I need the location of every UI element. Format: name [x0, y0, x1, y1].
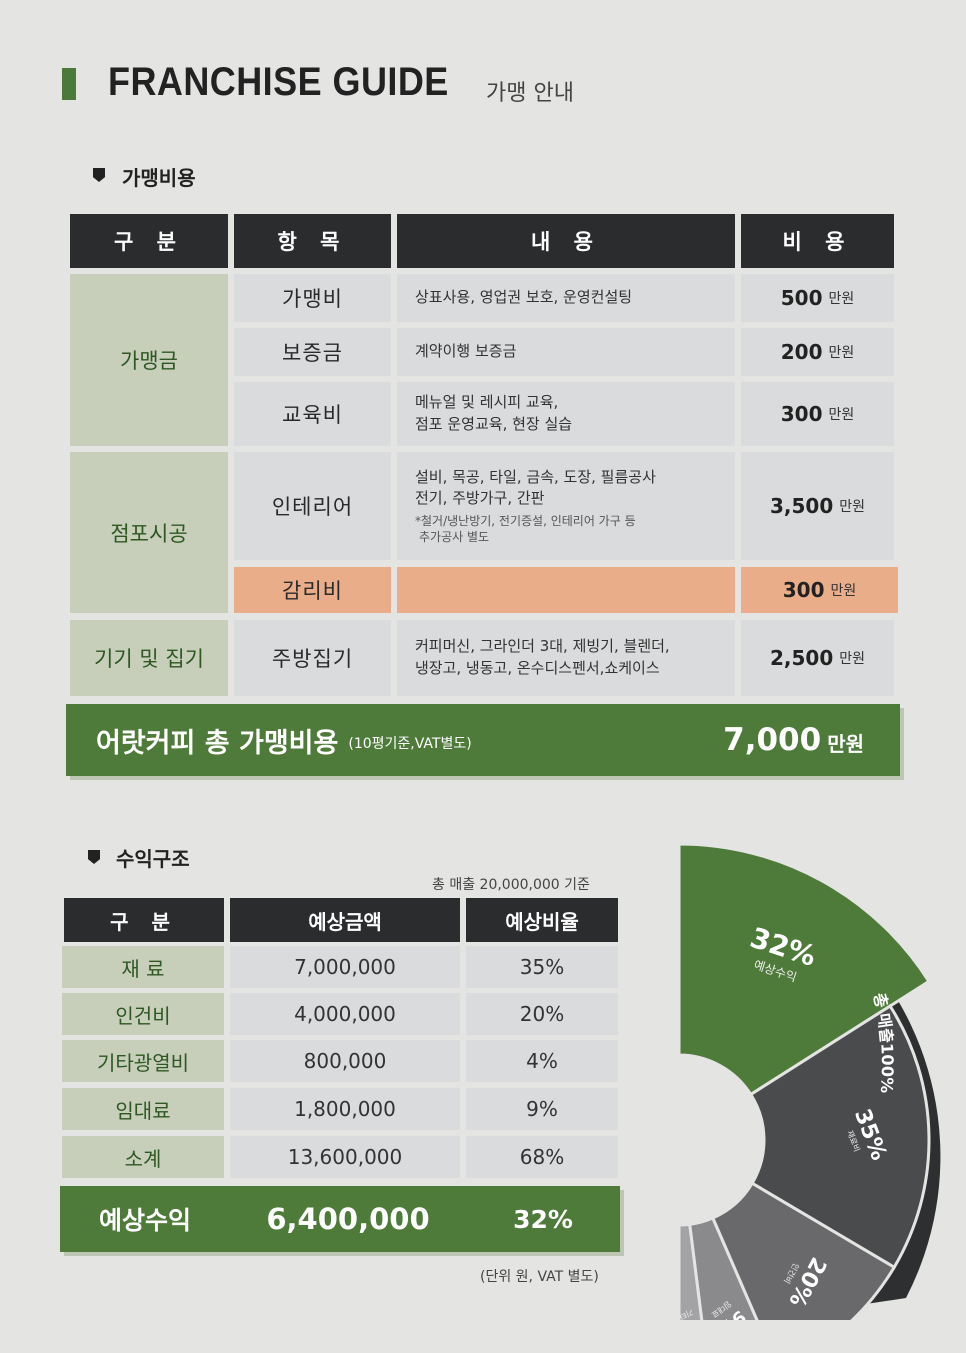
fee-cost-value: 2,500	[769, 646, 834, 670]
profit-ratio: 20%	[466, 993, 618, 1035]
total-fee-value: 7,000	[723, 722, 822, 758]
fee-content: 메뉴얼 및 레시피 교육, 점포 운영교육, 현장 실습	[397, 382, 735, 446]
fee-note-line: *철거/냉난방기, 전기증설, 인테리어 가구 등	[415, 514, 636, 529]
fee-cost-unit: 만원	[839, 499, 866, 515]
fee-item: 인테리어	[234, 452, 391, 560]
unit-note: (단위 원, VAT 별도)	[480, 1269, 599, 1285]
fee-content-line: 전기, 주방가구, 간판	[415, 489, 545, 508]
profit-ratio: 4%	[466, 1040, 618, 1082]
fee-cost: 2,500 만원	[741, 620, 894, 696]
profit-category: 임대료	[62, 1088, 224, 1130]
profit-amount: 800,000	[230, 1040, 460, 1082]
total-fee-bar: 어랏커피 총 가맹비용 (10평기준,VAT별도) 7,000 만원	[66, 704, 900, 776]
fee-content-note: *철거/냉난방기, 전기증설, 인테리어 가구 등 추가공사 별도	[415, 513, 636, 545]
fee-item: 교육비	[234, 382, 391, 446]
profit-amount: 13,600,000	[230, 1136, 460, 1178]
fee-item: 보증금	[234, 328, 391, 376]
fees-header-content: 내 용	[397, 214, 735, 268]
fee-cost-value: 3,500	[769, 494, 834, 518]
fees-header-item: 항 목	[234, 214, 391, 268]
fee-item: 주방집기	[234, 620, 391, 696]
section-marker-icon	[88, 850, 100, 864]
profit-amount: 7,000,000	[230, 946, 460, 988]
expected-profit-label: 예상수익	[98, 1206, 191, 1235]
fee-cost: 300 만원	[741, 567, 898, 613]
title-accent-bar	[62, 68, 76, 100]
expected-profit-ratio: 32%	[513, 1204, 573, 1234]
fee-cost: 200 만원	[741, 328, 894, 376]
fee-cost: 3,500 만원	[741, 452, 894, 560]
fee-cost-unit: 만원	[830, 583, 857, 599]
fees-section-title: 가맹비용	[122, 166, 196, 190]
fee-content: 설비, 목공, 타일, 금속, 도장, 필름공사 전기, 주방가구, 간판 *철…	[397, 452, 735, 560]
profit-ratio: 9%	[466, 1088, 618, 1130]
fee-content-line: 커피머신, 그라인더 3대, 제빙기, 블렌더,	[415, 637, 670, 656]
fee-cost: 300 만원	[741, 382, 894, 446]
fee-cost-value: 500	[780, 286, 823, 310]
fee-item: 가맹비	[234, 274, 391, 322]
profit-amount: 4,000,000	[230, 993, 460, 1035]
profit-category: 기타광열비	[62, 1040, 224, 1082]
fee-note-line: 추가공사 별도	[419, 530, 490, 545]
fee-content-line: 점포 운영교육, 현장 실습	[415, 415, 573, 433]
profit-amount: 1,800,000	[230, 1088, 460, 1130]
fee-cost: 500 만원	[741, 274, 894, 322]
fee-cost-value: 300	[780, 402, 823, 426]
profit-category: 인건비	[62, 993, 224, 1035]
fee-cost-value: 200	[780, 340, 823, 364]
pie-slice	[687, 1216, 759, 1320]
fee-content-line: 계약이행 보증금	[415, 342, 517, 361]
fee-content-line: 메뉴얼 및 레시피 교육,	[415, 393, 559, 412]
profit-header-amount: 예상금액	[230, 898, 460, 942]
page-title: FRANCHISE GUIDE	[108, 60, 449, 104]
group-franchise-fee: 가맹금	[70, 274, 228, 446]
profit-header-ratio: 예상비율	[466, 898, 618, 942]
total-fee-unit: 만원	[827, 731, 864, 756]
fee-content: 커피머신, 그라인더 3대, 제빙기, 블렌더, 냉장고, 냉동고, 온수디스펜…	[397, 620, 735, 696]
fee-content: 상표사용, 영업권 보호, 운영컨설팅	[397, 274, 735, 322]
fee-cost-unit: 만원	[828, 407, 855, 423]
fee-content-line: 상표사용, 영업권 보호, 운영컨설팅	[415, 288, 633, 307]
profit-header-category: 구 분	[64, 898, 224, 942]
group-equipment: 기기 및 집기	[70, 620, 228, 696]
fee-cost-value: 300	[782, 578, 825, 602]
group-store-construction: 점포시공	[70, 452, 228, 613]
expected-profit-amount: 6,400,000	[266, 1202, 430, 1236]
fee-content-line: 냉장고, 냉동고, 온수디스펜서,쇼케이스	[415, 659, 660, 677]
fee-cost-unit: 만원	[828, 291, 855, 307]
profit-basis-note: 총 매출 20,000,000 기준	[432, 877, 590, 893]
pie-slice	[710, 1181, 897, 1320]
fee-cost-unit: 만원	[828, 345, 855, 361]
fee-cost-unit: 만원	[839, 651, 866, 667]
fee-item: 감리비	[234, 567, 391, 613]
profit-ratio: 35%	[466, 946, 618, 988]
page-subtitle: 가맹 안내	[486, 81, 574, 106]
total-fee-label: 어랏커피 총 가맹비용	[96, 727, 339, 759]
profit-category: 재 료	[62, 946, 224, 988]
pie-slices	[677, 842, 931, 1320]
fee-content	[397, 567, 735, 613]
section-marker-icon	[93, 168, 105, 182]
expected-profit-bar: 예상수익 6,400,000 32%	[60, 1186, 620, 1252]
fee-content-line: 설비, 목공, 타일, 금속, 도장, 필름공사	[415, 467, 656, 486]
profit-section-title: 수익구조	[116, 847, 190, 871]
pie-slice	[748, 1003, 931, 1270]
fees-header-cost: 비 용	[741, 214, 894, 268]
total-fee-note: (10평기준,VAT별도)	[348, 736, 472, 752]
fee-content: 계약이행 보증금	[397, 328, 735, 376]
profit-category: 소계	[62, 1136, 224, 1178]
fees-header-category: 구 분	[70, 214, 228, 268]
pie-slice	[677, 842, 931, 1097]
profit-ratio: 68%	[466, 1136, 618, 1178]
pie-slice	[677, 1222, 704, 1320]
